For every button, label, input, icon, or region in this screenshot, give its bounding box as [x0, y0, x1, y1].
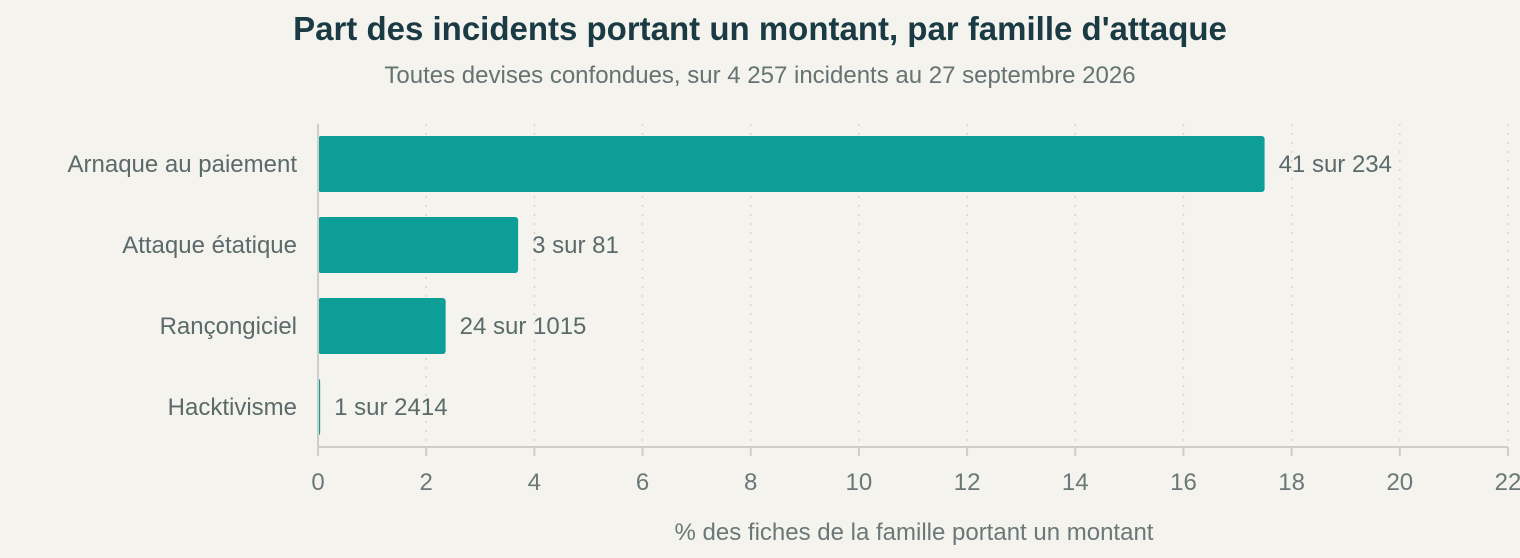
x-tick-label: 12 — [954, 469, 981, 496]
x-tick-label: 2 — [420, 469, 433, 496]
x-tick-label: 16 — [1170, 469, 1197, 496]
x-tick-label: 10 — [846, 469, 873, 496]
x-axis-title: % des fiches de la famille portant un mo… — [675, 519, 1154, 546]
bar — [318, 217, 519, 273]
x-tick-label: 14 — [1062, 469, 1089, 496]
bar — [318, 298, 446, 354]
category-label: Rançongiciel — [160, 313, 297, 340]
data-label: 3 sur 81 — [532, 232, 619, 259]
chart-title: Part des incidents portant un montant, p… — [293, 10, 1227, 47]
x-tick-label: 8 — [744, 469, 757, 496]
bar — [318, 136, 1265, 192]
data-label: 1 sur 2414 — [334, 394, 447, 421]
x-tick-label: 20 — [1386, 469, 1413, 496]
category-label: Arnaque au paiement — [68, 151, 298, 178]
x-tick-label: 18 — [1278, 469, 1305, 496]
category-label: Hacktivisme — [168, 394, 297, 421]
x-tick-label: 6 — [636, 469, 649, 496]
x-tick-label: 0 — [311, 469, 324, 496]
data-label: 41 sur 234 — [1279, 151, 1392, 178]
x-tick-label: 22 — [1495, 469, 1520, 496]
chart-subtitle: Toutes devises confondues, sur 4 257 inc… — [384, 62, 1135, 89]
data-label: 24 sur 1015 — [460, 313, 587, 340]
category-label: Attaque étatique — [122, 232, 297, 259]
x-tick-label: 4 — [528, 469, 541, 496]
bars: Arnaque au paiement 41 sur 234 Attaque éta… — [68, 136, 1392, 435]
x-axis: 0 2 4 6 8 10 12 14 16 18 20 22 — [311, 124, 1520, 496]
